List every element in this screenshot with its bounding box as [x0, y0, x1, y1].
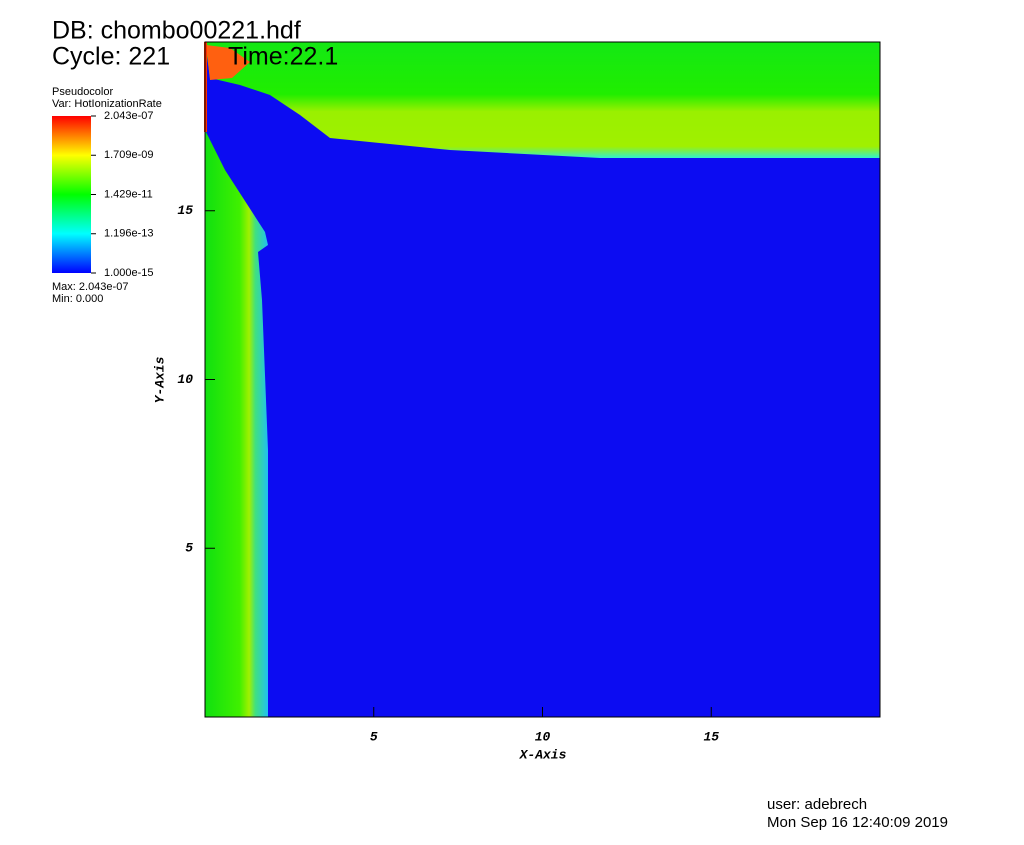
user-label: user: adebrech: [767, 796, 867, 813]
left-band: [205, 130, 268, 717]
y-axis-title: Y-Axis: [152, 356, 167, 403]
top-band: [205, 42, 880, 158]
cycle-label: Cycle: 221: [52, 43, 170, 71]
date-label: Mon Sep 16 12:40:09 2019: [767, 814, 948, 831]
y-tick-label: 5: [185, 541, 193, 556]
x-axis-title: X-Axis: [519, 747, 567, 762]
variable-label: Var: HotIonizationRate: [52, 98, 162, 110]
x-tick-label: 10: [535, 729, 551, 744]
colorbar-tick-label: 2.043e-07: [104, 110, 154, 122]
hot-spot: [206, 45, 250, 80]
x-tick-label: 15: [703, 729, 719, 744]
colorbar-tick-label: 1.000e-15: [104, 267, 154, 279]
y-tick-label: 10: [177, 372, 193, 387]
y-tick-label: 15: [177, 203, 193, 218]
colorbar-tick-label: 1.196e-13: [104, 228, 154, 240]
colorbar-tick-label: 1.429e-11: [104, 188, 153, 200]
max-label: Max: 2.043e-07: [52, 281, 128, 293]
time-label: Time:22.1: [228, 43, 338, 71]
field: [204, 41, 881, 718]
colorbar-tick-label: 1.709e-09: [104, 149, 154, 161]
plot-kind: Pseudocolor: [52, 86, 113, 98]
min-label: Min: 0.000: [52, 293, 103, 305]
db-title: DB: chombo00221.hdf: [52, 17, 301, 45]
x-tick-label: 5: [370, 729, 378, 744]
colorbar: [52, 116, 91, 273]
